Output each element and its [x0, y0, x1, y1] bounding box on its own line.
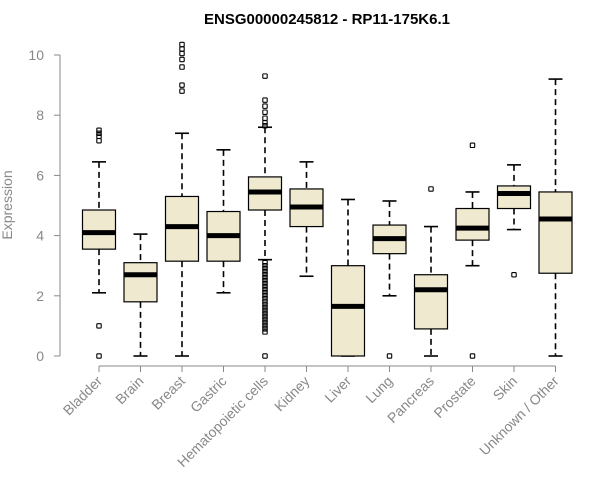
outlier-4-29: [262, 326, 268, 332]
outlier-0-1: [96, 130, 102, 137]
y-tick-label-4: 4: [36, 228, 44, 244]
box-group-10: [496, 164, 532, 278]
outlier-4-19: [262, 296, 268, 302]
outlier-4-25: [262, 314, 268, 320]
outlier-4-4: [262, 115, 268, 121]
outlier-4-0: [262, 73, 268, 79]
outlier-4-20: [262, 299, 268, 305]
y-tick-label-2: 2: [36, 288, 44, 304]
outlier-4-16: [262, 287, 268, 293]
outlier-4-6: [262, 122, 268, 129]
box-group-4: [247, 73, 283, 359]
y-tick-label-10: 10: [28, 47, 44, 63]
boxes-layer: [81, 41, 573, 359]
outlier-2-0: [179, 41, 185, 48]
chart-title: ENSG00000245812 - RP11-175K6.1: [204, 11, 450, 28]
outlier-10-0: [511, 271, 517, 278]
outlier-4-12: [262, 274, 268, 281]
outlier-2-5: [179, 82, 185, 88]
outlier-4-18: [262, 293, 268, 299]
outlier-4-14: [262, 281, 268, 287]
outlier-2-6: [179, 88, 185, 94]
outlier-4-17: [262, 290, 268, 296]
outlier-4-30: [262, 329, 268, 335]
outlier-4-10: [262, 268, 268, 275]
outlier-4-2: [262, 103, 268, 109]
outlier-4-13: [262, 277, 268, 284]
outlier-8-0: [428, 186, 434, 192]
outlier-0-0: [96, 127, 102, 134]
box-group-8: [413, 186, 449, 357]
outlier-7-0: [386, 353, 393, 359]
x-tick-label-11: Unknown / Other: [476, 373, 562, 459]
outlier-4-22: [262, 305, 268, 311]
box-0: [81, 209, 117, 250]
outlier-4-15: [262, 284, 268, 290]
outlier-4-27: [262, 320, 268, 326]
outlier-4-24: [262, 311, 268, 317]
outlier-0-3: [96, 138, 102, 144]
box-10: [496, 185, 532, 210]
x-tick-label-5: Kidney: [271, 373, 313, 415]
box-group-9: [455, 142, 490, 359]
outlier-2-1: [179, 46, 185, 52]
x-tick-label-0: Bladder: [60, 373, 106, 419]
y-axis-label: Expression: [0, 170, 15, 239]
outlier-9-0: [469, 142, 476, 149]
y-tick-label-6: 6: [36, 167, 44, 183]
outlier-0-2: [96, 133, 102, 140]
outlier-2-2: [179, 50, 185, 57]
box-group-6: [330, 198, 366, 357]
outlier-2-3: [179, 56, 185, 63]
box-group-5: [289, 161, 324, 278]
outlier-2-4: [179, 64, 185, 70]
box-9: [455, 207, 490, 241]
outlier-4-9: [262, 265, 268, 272]
outlier-0-4: [96, 323, 102, 329]
box-6: [330, 265, 366, 357]
outlier-4-1: [262, 97, 268, 103]
outlier-4-11: [262, 271, 268, 278]
box-group-1: [123, 233, 158, 357]
outlier-4-26: [262, 317, 268, 323]
box-8: [413, 274, 449, 330]
box-1: [123, 262, 158, 303]
x-tick-label-10: Skin: [490, 373, 521, 404]
x-tick-label-6: Liver: [321, 373, 354, 406]
x-tick-label-1: Brain: [112, 373, 146, 407]
outlier-0-5: [96, 353, 102, 359]
outlier-4-5: [262, 119, 268, 126]
outlier-4-7: [262, 259, 268, 266]
box-group-11: [538, 78, 573, 357]
y-tick-label-8: 8: [36, 107, 44, 123]
outlier-9-1: [469, 353, 476, 359]
y-tick-label-0: 0: [36, 348, 44, 364]
box-group-0: [81, 127, 117, 359]
outlier-4-23: [262, 308, 268, 314]
box-group-3: [206, 149, 241, 294]
outlier-4-31: [262, 353, 268, 359]
box-group-7: [372, 200, 407, 359]
box-11: [538, 191, 573, 274]
outlier-4-8: [262, 262, 268, 269]
outlier-4-21: [262, 302, 268, 308]
x-tick-label-7: Lung: [362, 373, 395, 406]
x-tick-label-2: Breast: [148, 373, 188, 413]
x-tick-label-9: Prostate: [430, 373, 478, 421]
box-group-2: [164, 41, 200, 357]
axes-layer: 0 2 4 6 8 10: [28, 47, 556, 372]
outlier-4-28: [262, 323, 268, 329]
outlier-4-3: [262, 109, 268, 115]
